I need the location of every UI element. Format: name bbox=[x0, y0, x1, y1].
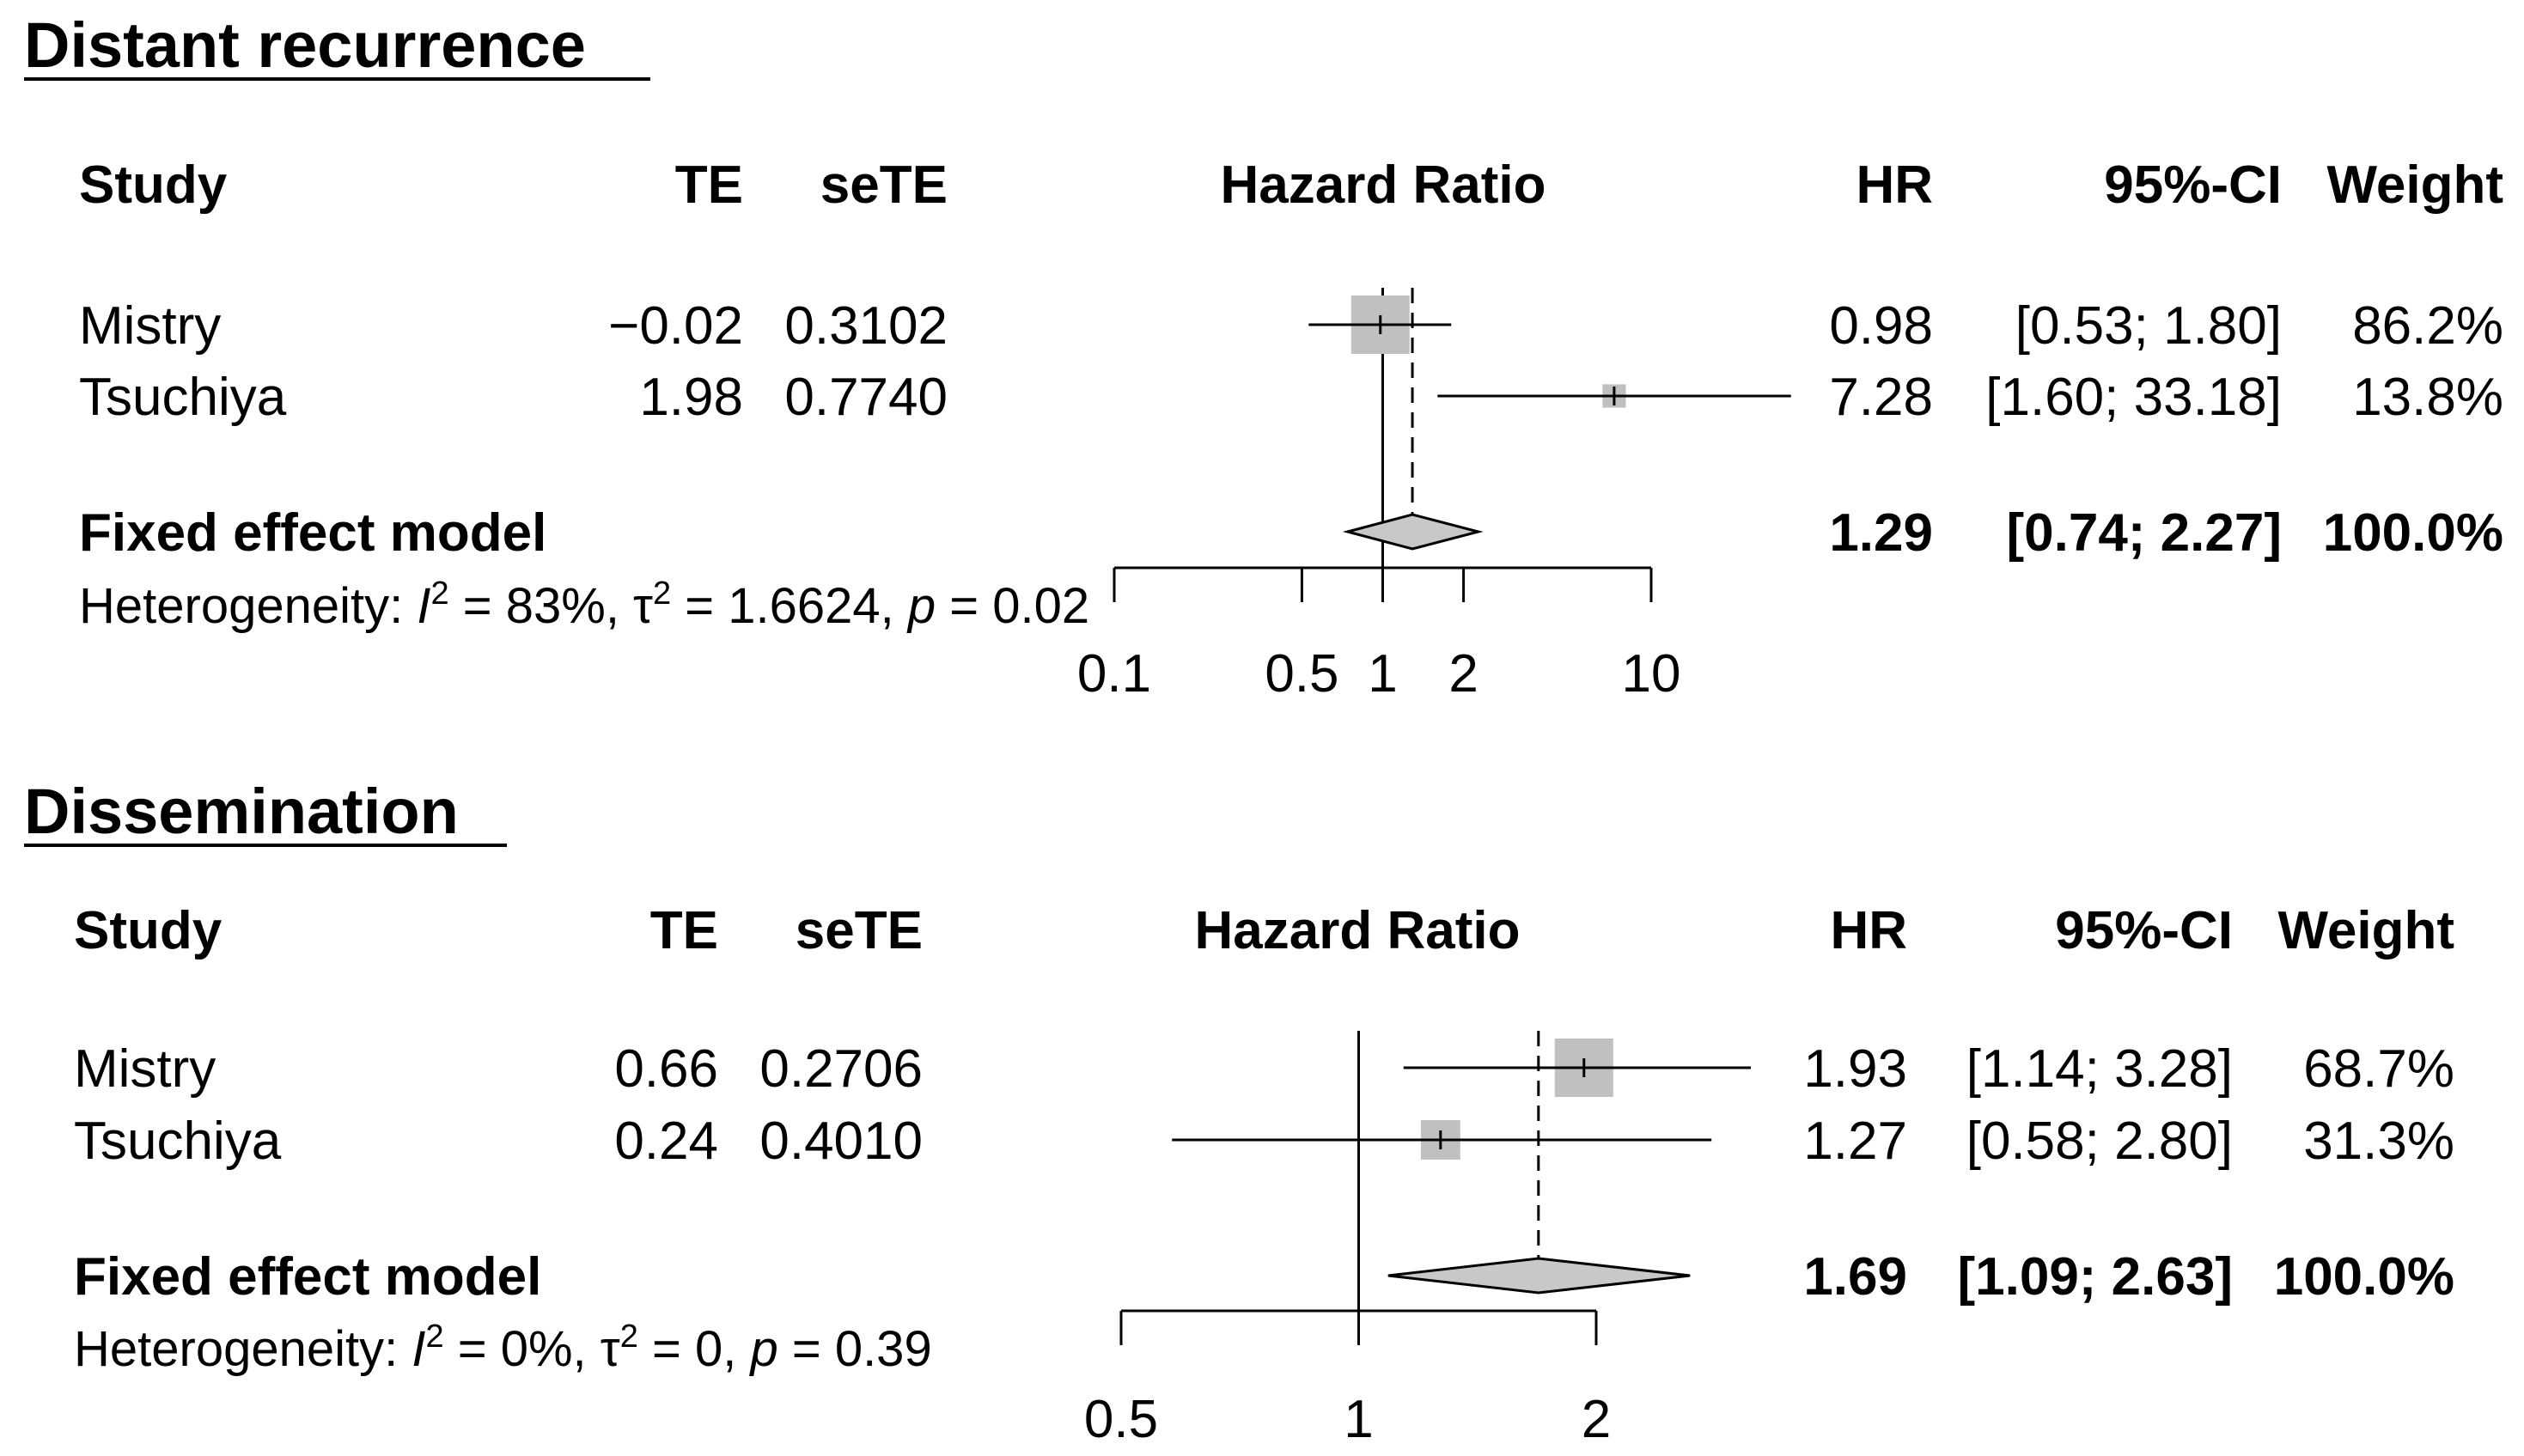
x-tick-label: 1 bbox=[1344, 1390, 1373, 1449]
study-sete: 0.2706 bbox=[759, 1039, 923, 1099]
column-header-ci: 95%-CI bbox=[2104, 155, 2282, 215]
study-sete: 0.7740 bbox=[784, 368, 948, 427]
study-weight: 86.2% bbox=[2352, 296, 2503, 356]
pooled-weight: 100.0% bbox=[2323, 503, 2503, 563]
pooled-ci: [0.74; 2.27] bbox=[2006, 503, 2282, 563]
study-hr: 1.93 bbox=[1803, 1039, 1907, 1099]
column-header-weight: Weight bbox=[2278, 901, 2455, 960]
study-te: 0.24 bbox=[614, 1112, 718, 1171]
study-name: Mistry bbox=[74, 1039, 216, 1099]
column-header-hr: HR bbox=[1856, 155, 1933, 215]
column-header-te: TE bbox=[650, 901, 718, 960]
column-header-hazard-ratio: Hazard Ratio bbox=[1195, 901, 1521, 960]
column-header-ci: 95%-CI bbox=[2055, 901, 2233, 960]
study-ci: [0.58; 2.80] bbox=[1966, 1112, 2233, 1171]
forest-panel-2: Dissemination Study TE seTE Hazard Ratio HR 95… bbox=[24, 776, 2454, 1449]
x-tick-label: 1 bbox=[1368, 644, 1397, 704]
study-ci: [1.14; 3.28] bbox=[1966, 1039, 2233, 1099]
pooled-label: Fixed effect model bbox=[79, 503, 546, 563]
pooled-ci: [1.09; 2.63] bbox=[1957, 1247, 2233, 1307]
heterogeneity-value: 0.39 bbox=[835, 1321, 932, 1377]
study-hr: 7.28 bbox=[1829, 368, 1933, 427]
heterogeneity-value: 1.6624 bbox=[728, 578, 880, 634]
column-header-te: TE bbox=[675, 155, 743, 215]
pooled-hr: 1.69 bbox=[1803, 1247, 1907, 1307]
study-name: Mistry bbox=[79, 296, 221, 356]
column-header-weight: Weight bbox=[2327, 155, 2504, 215]
x-tick-label: 10 bbox=[1622, 644, 1681, 704]
heterogeneity-text: Heterogeneity: I2 = 0%, τ2 = 0, p = 0.39 bbox=[74, 1319, 932, 1377]
study-ci: [0.53; 1.80] bbox=[2015, 296, 2282, 356]
column-header-hr: HR bbox=[1830, 901, 1907, 960]
study-sete: 0.4010 bbox=[759, 1112, 923, 1171]
heterogeneity-text: Heterogeneity: I2 = 83%, τ2 = 1.6624, p … bbox=[79, 576, 1089, 634]
study-te: −0.02 bbox=[608, 296, 743, 356]
study-name: Tsuchiya bbox=[79, 368, 287, 427]
x-tick-label: 2 bbox=[1448, 644, 1478, 704]
heterogeneity-value: 0.02 bbox=[992, 578, 1089, 634]
panel-title: Distant recurrence bbox=[24, 9, 586, 81]
study-hr: 0.98 bbox=[1829, 296, 1933, 356]
heterogeneity-value: 83% bbox=[506, 578, 606, 634]
pooled-diamond bbox=[1387, 1257, 1691, 1295]
study-te: 0.66 bbox=[614, 1039, 718, 1099]
x-tick-label: 0.5 bbox=[1084, 1390, 1158, 1449]
x-tick-label: 0.5 bbox=[1265, 644, 1338, 704]
study-hr: 1.27 bbox=[1803, 1112, 1907, 1171]
column-header-sete: seTE bbox=[820, 155, 948, 215]
column-header-study: Study bbox=[79, 155, 228, 215]
pooled-hr: 1.29 bbox=[1829, 503, 1933, 563]
panel-title: Dissemination bbox=[24, 776, 459, 847]
x-tick-label: 0.1 bbox=[1077, 644, 1151, 704]
pooled-diamond bbox=[1342, 513, 1484, 551]
forest-panel-1: Distant recurrence Study TE seTE Hazard Rati… bbox=[24, 9, 2503, 704]
column-header-study: Study bbox=[74, 901, 223, 960]
column-header-hazard-ratio: Hazard Ratio bbox=[1221, 155, 1546, 215]
pooled-label: Fixed effect model bbox=[74, 1247, 541, 1307]
study-te: 1.98 bbox=[639, 368, 743, 427]
study-weight: 31.3% bbox=[2303, 1112, 2454, 1171]
heterogeneity-value: 0 bbox=[695, 1321, 722, 1377]
pooled-weight: 100.0% bbox=[2274, 1247, 2454, 1307]
study-ci: [1.60; 33.18] bbox=[1985, 368, 2282, 427]
study-weight: 13.8% bbox=[2352, 368, 2503, 427]
column-header-sete: seTE bbox=[796, 901, 923, 960]
study-name: Tsuchiya bbox=[74, 1112, 282, 1171]
x-tick-label: 2 bbox=[1582, 1390, 1611, 1449]
study-weight: 68.7% bbox=[2303, 1039, 2454, 1099]
heterogeneity-value: 0% bbox=[501, 1321, 573, 1377]
study-sete: 0.3102 bbox=[784, 296, 948, 356]
